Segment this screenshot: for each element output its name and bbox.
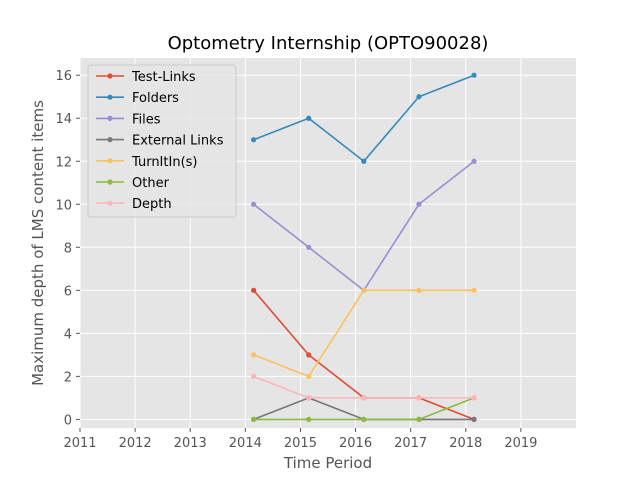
series-folders	[251, 72, 477, 164]
legend-box	[87, 64, 237, 218]
legend-label: External Links	[132, 134, 224, 149]
legend-swatch-marker	[107, 158, 113, 164]
legend-label: Other	[132, 176, 170, 191]
x-tick-label: 2011	[63, 436, 96, 451]
chart-title: Optometry Internship (OPTO90028)	[168, 33, 489, 54]
data-point	[306, 352, 312, 358]
y-tick-label: 0	[64, 413, 72, 428]
legend-item: Other	[96, 176, 170, 191]
legend-label: Files	[132, 112, 161, 127]
legend-swatch-marker	[107, 200, 113, 206]
legend: Test-Links Folders Files External Links Turn…	[87, 64, 237, 218]
x-tick-label: 2015	[284, 436, 317, 451]
data-point	[251, 416, 257, 422]
y-tick-label: 16	[55, 69, 72, 84]
data-point	[361, 395, 367, 401]
x-tick-label: 2019	[504, 436, 537, 451]
legend-label: Test-Links	[131, 70, 196, 85]
series-layer	[251, 72, 477, 422]
data-point	[471, 416, 477, 422]
legend-item: Test-Links	[96, 70, 196, 85]
x-tick-label: 2013	[174, 436, 207, 451]
legend-swatch-marker	[107, 73, 113, 79]
y-tick-label: 6	[64, 284, 72, 299]
x-tick-label: 2012	[119, 436, 152, 451]
data-point	[306, 395, 312, 401]
data-point	[471, 287, 477, 293]
legend-item: Depth	[96, 197, 172, 212]
x-tick-label: 2014	[229, 436, 262, 451]
x-axis-label: Time Period	[283, 454, 372, 472]
legend-item: Files	[96, 112, 161, 127]
legend-swatch-marker	[107, 94, 113, 100]
data-point	[306, 244, 312, 250]
x-tick-label: 2018	[449, 436, 482, 451]
data-point	[416, 201, 422, 207]
data-point	[416, 287, 422, 293]
data-point	[361, 416, 367, 422]
data-point	[416, 395, 422, 401]
data-point	[306, 416, 312, 422]
data-point	[416, 94, 422, 100]
legend-item: TurnItIn(s)	[96, 155, 197, 170]
y-tick-label: 10	[55, 198, 72, 213]
data-point	[251, 287, 257, 293]
legend-label: TurnItIn(s)	[131, 155, 197, 170]
x-tick-label: 2017	[394, 436, 427, 451]
data-point	[251, 137, 257, 143]
y-axis-label: Maximum depth of LMS content items	[29, 100, 47, 386]
legend-swatch-marker	[107, 115, 113, 121]
legend-label: Depth	[132, 197, 172, 212]
y-tick-label: 14	[55, 112, 72, 127]
legend-swatch-marker	[107, 179, 113, 185]
legend-label: Folders	[132, 91, 179, 106]
data-point	[251, 373, 257, 379]
legend-item: Folders	[96, 91, 179, 106]
data-point	[361, 158, 367, 164]
data-point	[251, 352, 257, 358]
y-axis-ticks: 0 2 4 6 8 10 12 14 16	[55, 69, 80, 428]
data-point	[306, 115, 312, 121]
y-tick-label: 8	[64, 241, 72, 256]
series-depth	[251, 373, 477, 401]
x-tick-label: 2016	[339, 436, 372, 451]
data-point	[471, 72, 477, 78]
x-axis-ticks: 2011 2012 2013 2014 2015 2016 2017 2018 2019	[63, 428, 537, 451]
grid-lines	[79, 58, 576, 428]
y-tick-label: 2	[64, 370, 72, 385]
y-tick-label: 12	[55, 155, 72, 170]
data-point	[416, 416, 422, 422]
y-tick-label: 4	[64, 327, 72, 342]
data-point	[471, 395, 477, 401]
legend-swatch-marker	[107, 137, 113, 143]
legend-item: External Links	[96, 134, 224, 149]
data-point	[361, 287, 367, 293]
series-turnitin-s	[251, 287, 477, 379]
data-point	[306, 373, 312, 379]
data-point	[251, 201, 257, 207]
data-point	[471, 158, 477, 164]
